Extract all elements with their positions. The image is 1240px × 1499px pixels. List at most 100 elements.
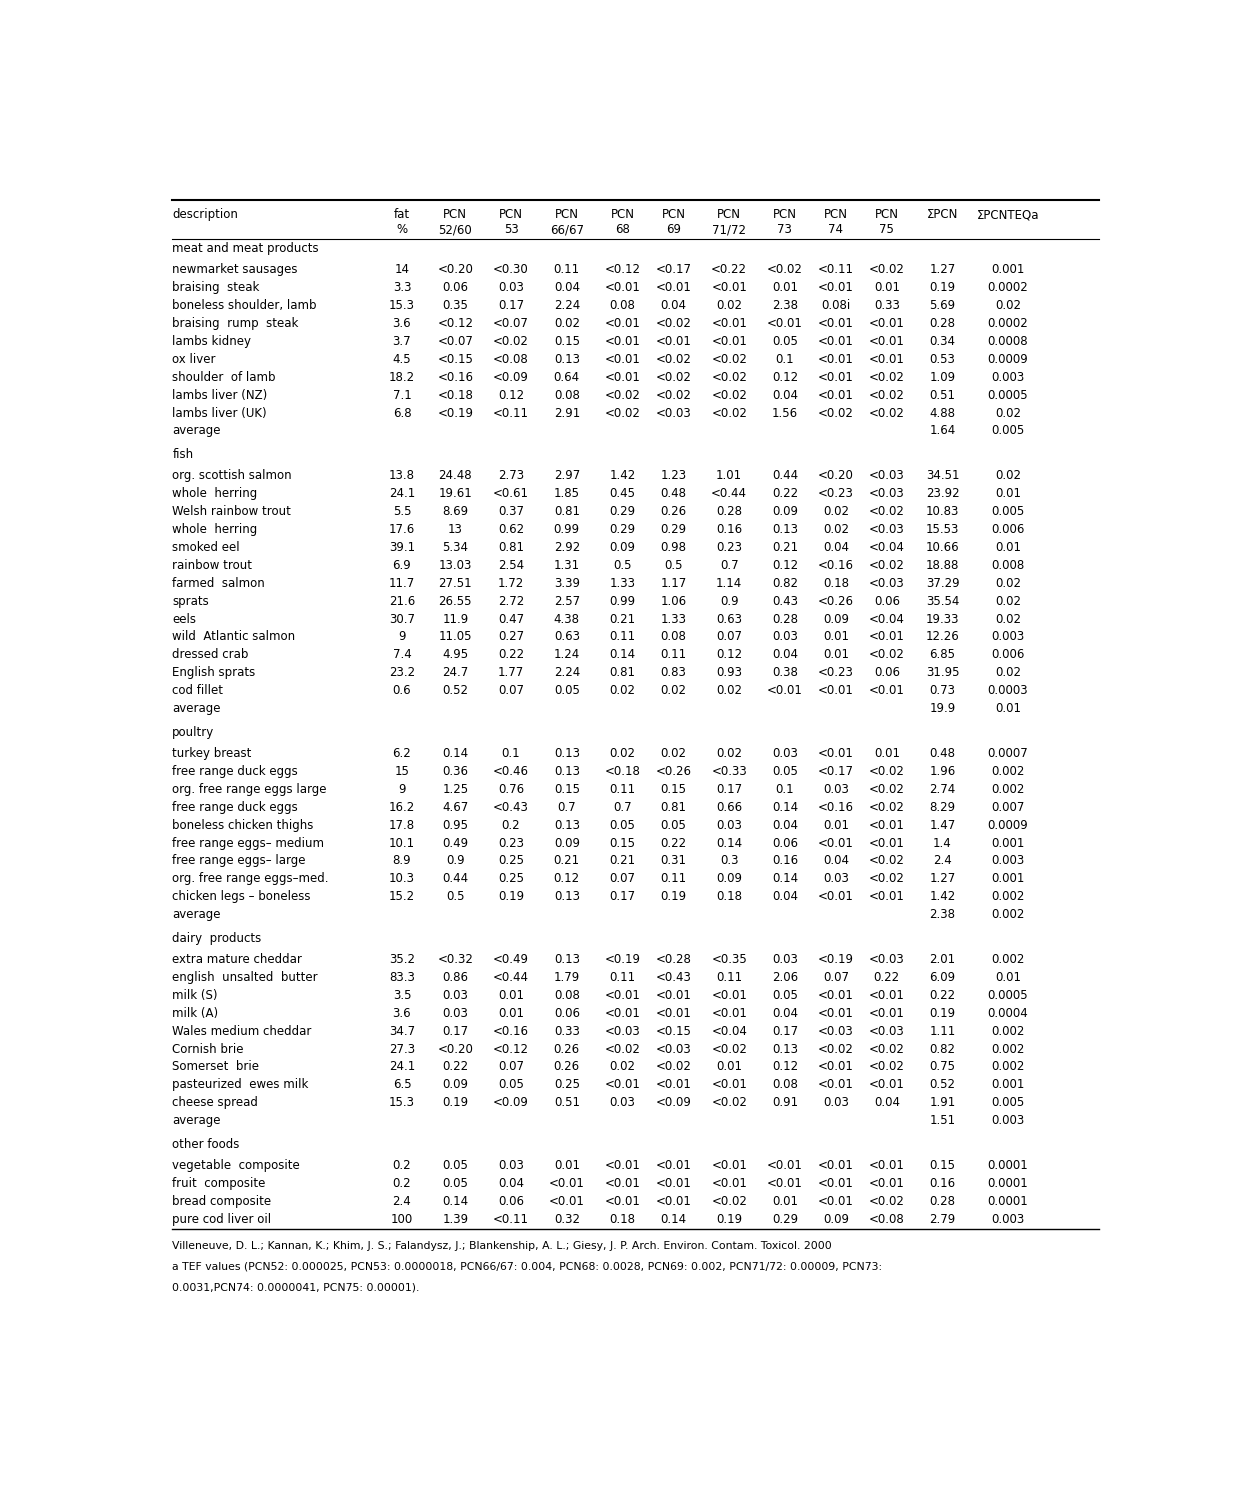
Text: 18.88: 18.88 — [926, 559, 960, 573]
Text: 0.02: 0.02 — [610, 1060, 636, 1073]
Text: 0.08: 0.08 — [661, 631, 687, 643]
Text: 2.72: 2.72 — [498, 595, 525, 607]
Text: 0.01: 0.01 — [994, 541, 1021, 555]
Text: <0.01: <0.01 — [818, 890, 854, 904]
Text: 6.85: 6.85 — [930, 649, 956, 661]
Text: <0.02: <0.02 — [656, 352, 692, 366]
Text: 39.1: 39.1 — [389, 541, 415, 555]
Text: bread composite: bread composite — [172, 1195, 272, 1208]
Text: Wales medium cheddar: Wales medium cheddar — [172, 1025, 311, 1037]
Text: 0.03: 0.03 — [773, 747, 797, 760]
Text: 0.9: 0.9 — [446, 854, 465, 868]
Text: <0.01: <0.01 — [869, 989, 905, 1001]
Text: <0.03: <0.03 — [605, 1025, 640, 1037]
Text: 4.67: 4.67 — [443, 800, 469, 814]
Text: PCN: PCN — [444, 208, 467, 220]
Text: <0.26: <0.26 — [818, 595, 854, 607]
Text: 9: 9 — [398, 631, 405, 643]
Text: 0.19: 0.19 — [930, 1007, 956, 1019]
Text: Somerset  brie: Somerset brie — [172, 1060, 259, 1073]
Text: <0.01: <0.01 — [768, 684, 802, 697]
Text: 0.09: 0.09 — [823, 613, 849, 625]
Text: 0.02: 0.02 — [717, 300, 743, 312]
Text: 24.48: 24.48 — [439, 469, 472, 483]
Text: <0.02: <0.02 — [494, 334, 529, 348]
Text: 10.83: 10.83 — [926, 505, 960, 519]
Text: 0.0001: 0.0001 — [987, 1195, 1028, 1208]
Text: <0.19: <0.19 — [605, 953, 641, 965]
Text: 1.33: 1.33 — [610, 577, 636, 589]
Text: <0.17: <0.17 — [818, 764, 854, 778]
Text: 34.7: 34.7 — [389, 1025, 415, 1037]
Text: 0.47: 0.47 — [498, 613, 525, 625]
Text: <0.03: <0.03 — [656, 406, 692, 420]
Text: PCN: PCN — [823, 208, 848, 220]
Text: english  unsalted  butter: english unsalted butter — [172, 971, 317, 983]
Text: <0.01: <0.01 — [605, 1007, 641, 1019]
Text: 0.13: 0.13 — [554, 764, 580, 778]
Text: <0.18: <0.18 — [438, 388, 474, 402]
Text: 0.03: 0.03 — [498, 282, 525, 294]
Text: 1.24: 1.24 — [554, 649, 580, 661]
Text: <0.09: <0.09 — [656, 1096, 692, 1109]
Text: <0.02: <0.02 — [869, 1060, 905, 1073]
Text: <0.03: <0.03 — [869, 523, 905, 537]
Text: eels: eels — [172, 613, 196, 625]
Text: <0.02: <0.02 — [869, 872, 905, 886]
Text: <0.02: <0.02 — [869, 854, 905, 868]
Text: <0.01: <0.01 — [818, 747, 854, 760]
Text: <0.08: <0.08 — [494, 352, 529, 366]
Text: 1.79: 1.79 — [554, 971, 580, 983]
Text: 0.51: 0.51 — [554, 1096, 580, 1109]
Text: 0.01: 0.01 — [874, 282, 900, 294]
Text: <0.46: <0.46 — [494, 764, 529, 778]
Text: 19.33: 19.33 — [926, 613, 960, 625]
Text: 0.2: 0.2 — [393, 1177, 412, 1190]
Text: 0.16: 0.16 — [717, 523, 743, 537]
Text: 0.13: 0.13 — [773, 523, 797, 537]
Text: 3.6: 3.6 — [393, 1007, 412, 1019]
Text: 0.12: 0.12 — [771, 1060, 799, 1073]
Text: <0.02: <0.02 — [869, 800, 905, 814]
Text: 0.23: 0.23 — [498, 836, 525, 850]
Text: braising  steak: braising steak — [172, 282, 259, 294]
Text: 0.04: 0.04 — [661, 300, 687, 312]
Text: 0.11: 0.11 — [661, 872, 687, 886]
Text: 0.75: 0.75 — [930, 1060, 956, 1073]
Text: <0.01: <0.01 — [656, 989, 692, 1001]
Text: <0.04: <0.04 — [869, 613, 905, 625]
Text: 0.002: 0.002 — [991, 1042, 1024, 1055]
Text: 0.17: 0.17 — [443, 1025, 469, 1037]
Text: 10.3: 10.3 — [389, 872, 415, 886]
Text: 2.74: 2.74 — [930, 782, 956, 796]
Text: 0.001: 0.001 — [991, 836, 1024, 850]
Text: 0.06: 0.06 — [443, 282, 469, 294]
Text: 0.53: 0.53 — [930, 352, 956, 366]
Text: PCN: PCN — [610, 208, 635, 220]
Text: 0.06: 0.06 — [773, 836, 797, 850]
Text: <0.01: <0.01 — [656, 1159, 692, 1172]
Text: 1.25: 1.25 — [443, 782, 469, 796]
Text: 18.2: 18.2 — [389, 370, 415, 384]
Text: 0.1: 0.1 — [776, 352, 795, 366]
Text: <0.01: <0.01 — [818, 1177, 854, 1190]
Text: 0.06: 0.06 — [874, 595, 900, 607]
Text: 0.98: 0.98 — [661, 541, 687, 555]
Text: 6.8: 6.8 — [393, 406, 412, 420]
Text: 2.06: 2.06 — [771, 971, 799, 983]
Text: 0.19: 0.19 — [717, 1213, 743, 1226]
Text: %: % — [397, 223, 408, 235]
Text: lambs kidney: lambs kidney — [172, 334, 252, 348]
Text: 0.22: 0.22 — [874, 971, 900, 983]
Text: 0.02: 0.02 — [994, 577, 1021, 589]
Text: <0.01: <0.01 — [605, 989, 641, 1001]
Text: <0.28: <0.28 — [656, 953, 692, 965]
Text: <0.23: <0.23 — [818, 487, 854, 501]
Text: milk (A): milk (A) — [172, 1007, 218, 1019]
Text: <0.01: <0.01 — [605, 352, 641, 366]
Text: 0.7: 0.7 — [720, 559, 739, 573]
Text: 3.6: 3.6 — [393, 318, 412, 330]
Text: 0.91: 0.91 — [771, 1096, 799, 1109]
Text: 0.03: 0.03 — [498, 1159, 525, 1172]
Text: 0.03: 0.03 — [443, 1007, 469, 1019]
